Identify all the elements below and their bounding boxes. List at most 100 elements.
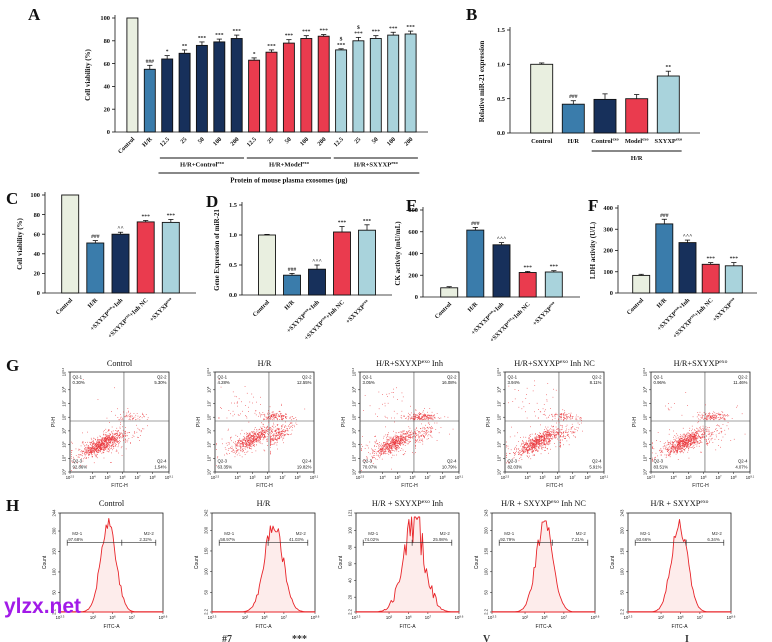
y-tick-label: 2.2 bbox=[204, 608, 209, 614]
y-tick-label: 108 bbox=[206, 386, 212, 393]
tspan: 4 bbox=[94, 474, 96, 478]
tspan: +SXYXP bbox=[148, 301, 170, 323]
tspan: 7.21% bbox=[571, 537, 584, 542]
x-tick-label: 108 bbox=[730, 474, 737, 480]
tspan: Q2-4 bbox=[592, 459, 602, 464]
tspan: Count bbox=[338, 555, 344, 569]
sig-label: ** bbox=[182, 43, 188, 49]
quadrant-value: 5.91% bbox=[589, 465, 601, 470]
bar bbox=[492, 244, 511, 298]
y-tick-label: 400 bbox=[408, 251, 418, 258]
tspan: exo bbox=[486, 309, 494, 317]
tspan: 10 bbox=[62, 470, 67, 475]
tspan: 5 bbox=[663, 614, 665, 618]
tspan: 243 bbox=[484, 509, 489, 517]
y-tick-label: 109.3 bbox=[496, 367, 502, 376]
sig-label: ^^^ bbox=[312, 259, 322, 265]
x-tick-label: Control bbox=[626, 297, 646, 317]
tspan: +SXYXP bbox=[303, 320, 325, 342]
tspan: ### bbox=[569, 94, 578, 100]
tspan: +Inh NC bbox=[693, 297, 714, 318]
y-axis-title: PI-H bbox=[51, 417, 57, 427]
tspan: 0 bbox=[107, 129, 110, 136]
tspan: 10 bbox=[294, 475, 299, 480]
tspan: 10 bbox=[670, 475, 675, 480]
tspan: 19.82% bbox=[297, 465, 312, 470]
tspan: 60 bbox=[34, 231, 40, 238]
tspan: exo bbox=[548, 300, 556, 308]
x-axis-title: FITC-A bbox=[535, 624, 552, 630]
tspan: exo bbox=[728, 296, 736, 304]
sig-label: ### bbox=[288, 267, 297, 273]
tspan: 4.07% bbox=[735, 465, 747, 470]
tspan: 10 bbox=[569, 475, 574, 480]
tspan: FITC-H bbox=[546, 483, 563, 489]
tspan: 10 bbox=[261, 615, 266, 620]
tspan: PI-H bbox=[486, 417, 492, 427]
tspan: PI-H bbox=[632, 417, 638, 427]
tspan: Q2-2 bbox=[157, 375, 167, 380]
x-tick-label: H/R bbox=[656, 297, 669, 310]
tspan: 10 bbox=[62, 429, 67, 434]
tspan: 7 bbox=[429, 474, 431, 478]
bar bbox=[230, 38, 243, 133]
tspan: 10 bbox=[234, 475, 239, 480]
tspan: $ bbox=[340, 35, 343, 42]
tspan: 150 bbox=[620, 547, 625, 555]
bar bbox=[213, 41, 226, 133]
tspan: 2 bbox=[642, 468, 646, 470]
tspan: 2.5 bbox=[505, 474, 509, 478]
y-tick-label: 106 bbox=[496, 414, 502, 421]
x-tick-label: 50 bbox=[370, 136, 379, 145]
tspan: M2-1 bbox=[72, 531, 83, 536]
tspan: * bbox=[166, 49, 169, 55]
tspan: 40 bbox=[348, 578, 353, 583]
tspan: 10 bbox=[207, 388, 212, 393]
tspan: H/R+Model bbox=[269, 162, 303, 169]
tspan: 10 bbox=[352, 429, 357, 434]
x-tick-label: 100 bbox=[386, 136, 398, 148]
marker-label: M2-2 bbox=[712, 531, 723, 536]
tspan: 5 bbox=[527, 614, 529, 618]
x-tick-label: H/R bbox=[87, 297, 100, 310]
bar bbox=[466, 229, 485, 298]
tspan: 10 bbox=[352, 456, 357, 461]
tspan: M2-1 bbox=[224, 531, 235, 536]
tspan: 8.6 bbox=[459, 614, 463, 618]
tspan: ** bbox=[182, 43, 188, 49]
quadrant-value: 0.30% bbox=[73, 380, 85, 385]
x-tick-label: 106 bbox=[119, 474, 126, 480]
y-tick-label: 100 bbox=[204, 567, 209, 575]
x-tick-label: 103.3 bbox=[352, 614, 361, 620]
tspan: 3 bbox=[61, 455, 65, 457]
tspan: 10 bbox=[352, 442, 357, 447]
tspan: 10 bbox=[405, 615, 410, 620]
tspan: 10 bbox=[208, 615, 213, 620]
tspan: Q2-2 bbox=[447, 375, 457, 380]
y-axis-title: LDH activity (U/L) bbox=[589, 221, 597, 279]
y-tick-label: 0.5 bbox=[497, 96, 505, 103]
tspan: 20 bbox=[348, 594, 353, 599]
tspan: Inh NC bbox=[568, 359, 595, 368]
tspan: 2.2 bbox=[484, 608, 489, 614]
tspan: Q2-2 bbox=[302, 375, 312, 380]
tspan: exo bbox=[719, 359, 727, 365]
group-label: H/R+Controlexo bbox=[180, 160, 225, 169]
sig-label: ### bbox=[569, 94, 578, 100]
quadrant-label: Q2-4 bbox=[447, 459, 457, 464]
tspan: exo bbox=[612, 137, 618, 142]
sig-label: ### bbox=[146, 59, 155, 65]
y-tick-label: 0.0 bbox=[497, 130, 505, 137]
sig-label: *** bbox=[706, 256, 715, 262]
y-axis-title: CK activity (mU/mL) bbox=[394, 221, 402, 286]
y-tick-label: 400 bbox=[603, 205, 613, 212]
tspan: H/R bbox=[467, 301, 480, 314]
tspan: Q2-4 bbox=[302, 459, 312, 464]
tspan: 3.3 bbox=[356, 614, 360, 618]
y-tick-label: 600 bbox=[408, 229, 418, 236]
tspan: 3 bbox=[206, 455, 210, 457]
bar bbox=[143, 68, 156, 133]
y-tick-label: 1.5 bbox=[497, 27, 505, 34]
tspan: Q2-3 bbox=[218, 459, 228, 464]
